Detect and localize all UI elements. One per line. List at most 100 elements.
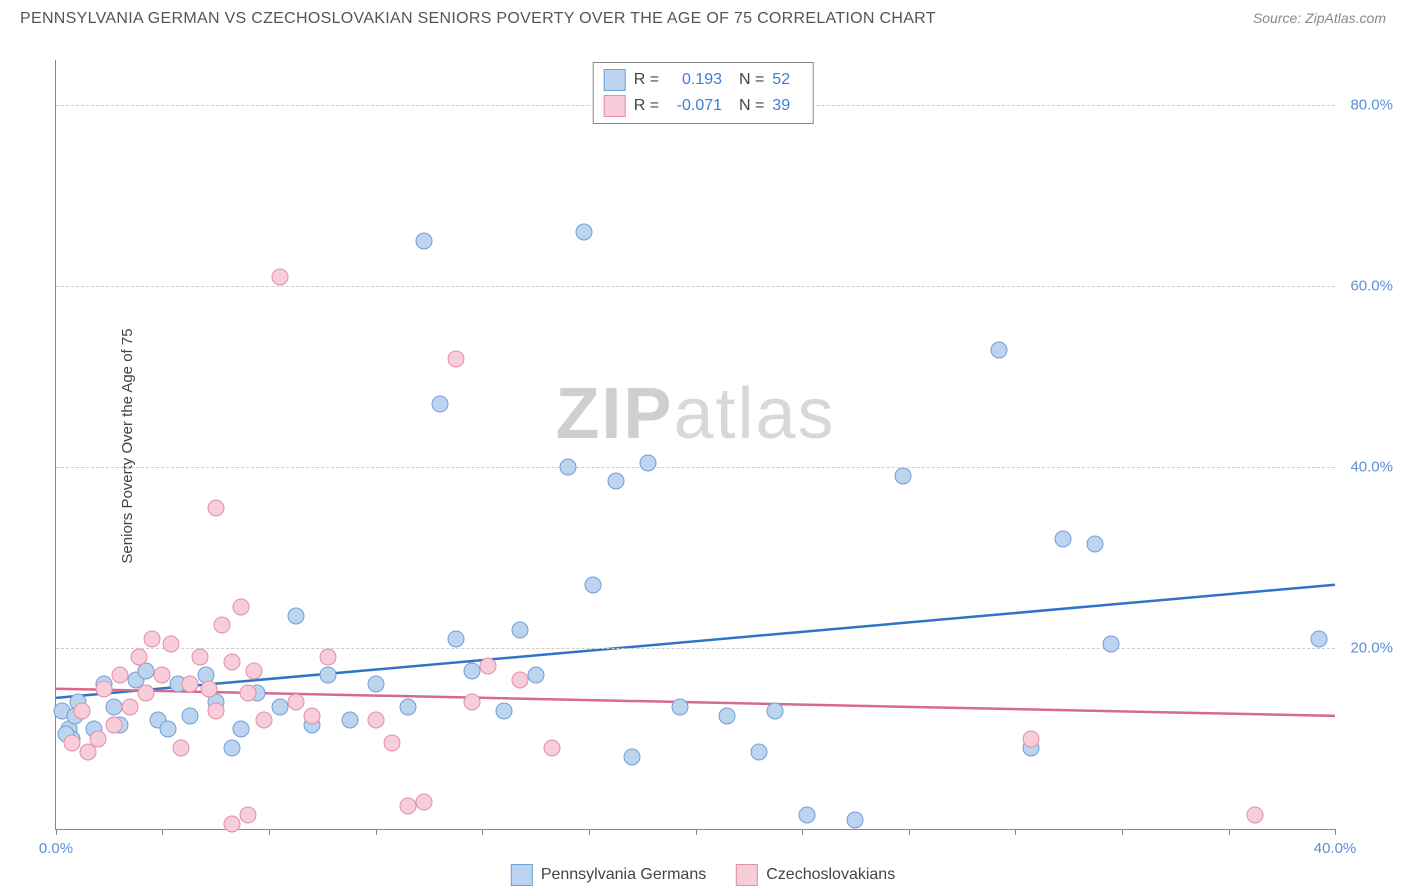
data-point xyxy=(172,739,189,756)
x-tick-mark xyxy=(696,829,697,835)
data-point xyxy=(399,698,416,715)
data-point xyxy=(527,667,544,684)
data-point xyxy=(121,698,138,715)
y-tick-label: 20.0% xyxy=(1350,640,1393,657)
x-tick-mark xyxy=(1122,829,1123,835)
data-point xyxy=(207,703,224,720)
x-tick-label: 40.0% xyxy=(1314,840,1357,857)
series-label: Pennsylvania Germans xyxy=(541,866,706,884)
x-tick-mark xyxy=(1335,829,1336,835)
data-point xyxy=(367,712,384,729)
data-point xyxy=(1087,536,1104,553)
data-point xyxy=(342,712,359,729)
data-point xyxy=(671,698,688,715)
data-point xyxy=(431,395,448,412)
data-point xyxy=(415,232,432,249)
data-point xyxy=(105,716,122,733)
data-point xyxy=(271,698,288,715)
data-point xyxy=(111,667,128,684)
source-label: Source: ZipAtlas.com xyxy=(1253,10,1386,26)
plot-area: ZIPatlas 20.0%40.0%60.0%80.0%0.0%40.0% xyxy=(55,60,1335,830)
r-label: R = xyxy=(634,97,659,115)
data-point xyxy=(191,649,208,666)
data-point xyxy=(163,635,180,652)
data-point xyxy=(239,807,256,824)
data-point xyxy=(95,680,112,697)
data-point xyxy=(233,599,250,616)
x-tick-mark xyxy=(1015,829,1016,835)
data-point xyxy=(585,576,602,593)
series-legend-item: Czechoslovakians xyxy=(736,864,895,886)
data-point xyxy=(511,671,528,688)
data-point xyxy=(287,608,304,625)
data-point xyxy=(303,707,320,724)
y-tick-label: 60.0% xyxy=(1350,278,1393,295)
data-point xyxy=(543,739,560,756)
data-point xyxy=(991,341,1008,358)
n-value: 52 xyxy=(772,71,802,89)
data-point xyxy=(463,694,480,711)
legend-swatch xyxy=(736,864,758,886)
data-point xyxy=(182,707,199,724)
r-label: R = xyxy=(634,71,659,89)
y-tick-label: 80.0% xyxy=(1350,97,1393,114)
data-point xyxy=(63,735,80,752)
data-point xyxy=(201,680,218,697)
y-tick-label: 40.0% xyxy=(1350,459,1393,476)
series-legend-item: Pennsylvania Germans xyxy=(511,864,706,886)
r-value: -0.071 xyxy=(667,97,722,115)
correlation-legend-row: R = -0.071 N = 39 xyxy=(604,93,803,119)
data-point xyxy=(223,739,240,756)
n-label: N = xyxy=(730,97,764,115)
data-point xyxy=(495,703,512,720)
data-point xyxy=(159,721,176,738)
data-point xyxy=(207,499,224,516)
gridline xyxy=(56,286,1335,287)
x-tick-mark xyxy=(269,829,270,835)
data-point xyxy=(1023,730,1040,747)
data-point xyxy=(447,350,464,367)
correlation-legend-row: R =0.193 N =52 xyxy=(604,67,803,93)
n-value: 39 xyxy=(772,97,802,115)
data-point xyxy=(223,816,240,833)
x-tick-label: 0.0% xyxy=(39,840,73,857)
x-tick-mark xyxy=(162,829,163,835)
data-point xyxy=(73,703,90,720)
trend-lines xyxy=(56,60,1335,829)
data-point xyxy=(751,744,768,761)
data-point xyxy=(463,662,480,679)
data-point xyxy=(479,658,496,675)
data-point xyxy=(639,454,656,471)
data-point xyxy=(143,631,160,648)
x-tick-mark xyxy=(376,829,377,835)
data-point xyxy=(367,676,384,693)
data-point xyxy=(623,748,640,765)
x-tick-mark xyxy=(56,829,57,835)
data-point xyxy=(319,649,336,666)
data-point xyxy=(223,653,240,670)
data-point xyxy=(575,223,592,240)
data-point xyxy=(137,685,154,702)
data-point xyxy=(719,707,736,724)
series-label: Czechoslovakians xyxy=(766,866,895,884)
data-point xyxy=(767,703,784,720)
gridline xyxy=(56,467,1335,468)
data-point xyxy=(511,621,528,638)
data-point xyxy=(153,667,170,684)
chart-title: PENNSYLVANIA GERMAN VS CZECHOSLOVAKIAN S… xyxy=(20,10,936,27)
x-tick-mark xyxy=(482,829,483,835)
data-point xyxy=(447,631,464,648)
data-point xyxy=(89,730,106,747)
legend-swatch xyxy=(604,69,626,91)
x-tick-mark xyxy=(1229,829,1230,835)
x-tick-mark xyxy=(909,829,910,835)
data-point xyxy=(246,662,263,679)
data-point xyxy=(287,694,304,711)
series-legend: Pennsylvania Germans Czechoslovakians xyxy=(511,864,895,886)
data-point xyxy=(1055,531,1072,548)
data-point xyxy=(182,676,199,693)
data-point xyxy=(105,698,122,715)
data-point xyxy=(255,712,272,729)
data-point xyxy=(319,667,336,684)
data-point xyxy=(847,811,864,828)
